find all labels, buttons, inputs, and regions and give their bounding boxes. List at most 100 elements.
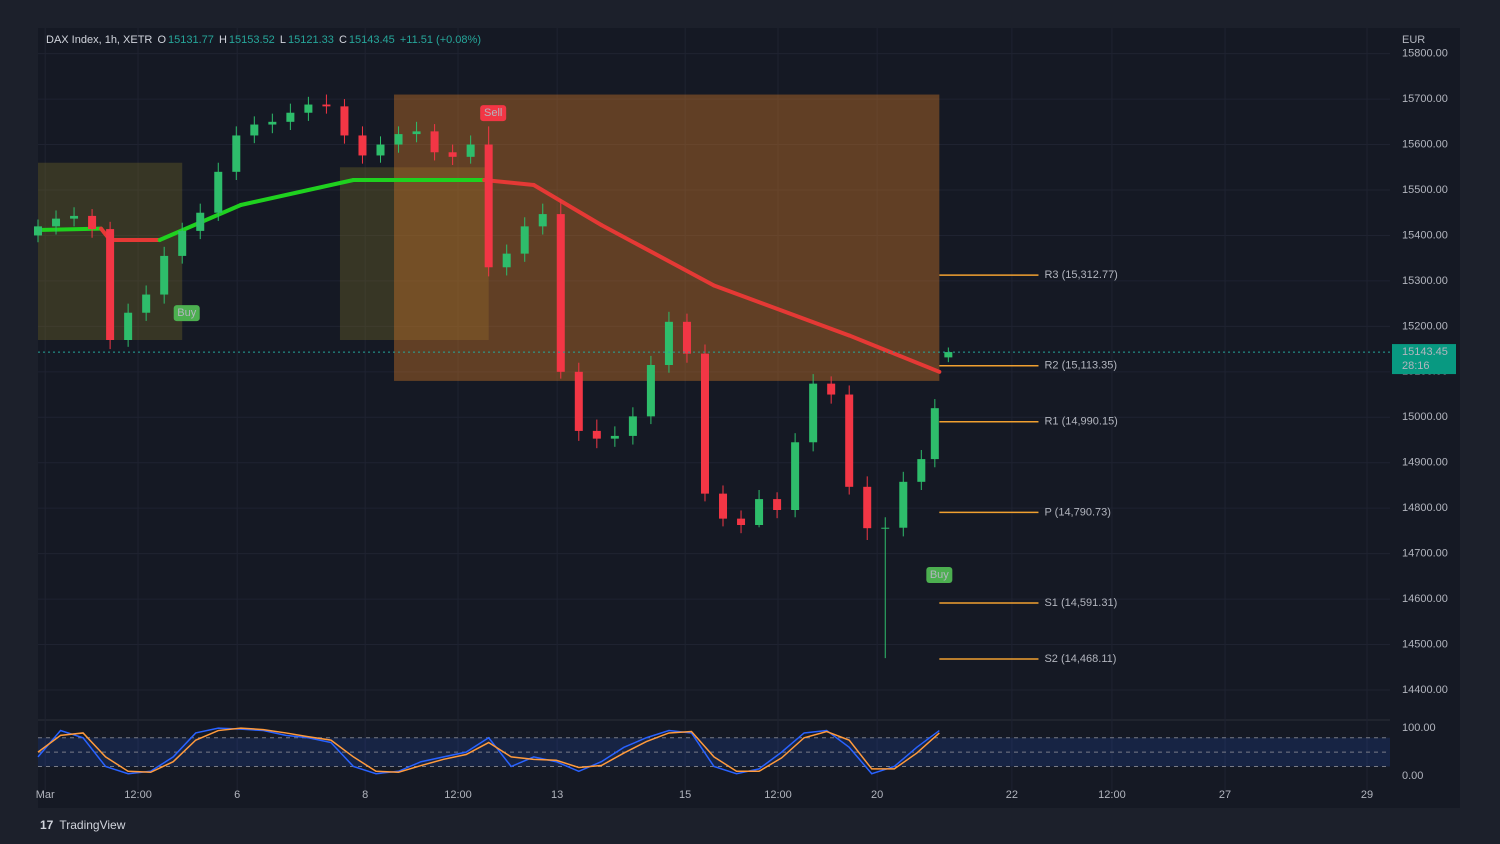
- y-tick-label: 14800.00: [1402, 502, 1448, 514]
- candle-body: [574, 371, 583, 431]
- candle-body: [412, 131, 421, 135]
- candle-body: [520, 226, 529, 254]
- candle-body: [930, 408, 939, 460]
- candle-body: [394, 134, 403, 145]
- x-tick-label: 13: [551, 789, 563, 801]
- ema-segment: [599, 223, 716, 288]
- candle-body: [944, 352, 953, 358]
- candle-body: [538, 214, 547, 227]
- y-tick-label: 15300.00: [1402, 275, 1448, 287]
- candle-body: [502, 253, 511, 268]
- zone: [339, 167, 489, 340]
- candle-body: [52, 218, 61, 227]
- candle-body: [809, 383, 818, 443]
- pivot-label: R3 (15,312.77): [1044, 269, 1117, 281]
- candle-body: [106, 229, 115, 340]
- candle-body: [755, 499, 764, 525]
- candle-body: [70, 215, 79, 219]
- x-tick-label: 15: [679, 789, 691, 801]
- candle-body: [160, 255, 169, 295]
- candle-body: [232, 135, 241, 172]
- y-tick-label: 14700.00: [1402, 548, 1448, 560]
- signal-badge: [926, 567, 953, 583]
- candle-body: [466, 144, 475, 157]
- y-tick-label: 15000.00: [1402, 411, 1448, 423]
- candle-body: [592, 430, 601, 439]
- ema-segment: [847, 333, 942, 374]
- y-tick-label: 15700.00: [1402, 93, 1448, 105]
- chart-panel: [38, 28, 1460, 808]
- candle-body: [304, 104, 313, 113]
- candle-body: [286, 112, 295, 122]
- signal-text: Buy: [930, 569, 949, 581]
- candle-body: [268, 121, 277, 125]
- candle-body: [178, 230, 187, 256]
- candle-body: [556, 214, 565, 372]
- candle-body: [682, 321, 691, 354]
- candle-body: [845, 394, 854, 487]
- candle-body: [322, 104, 331, 107]
- x-tick-label: 12:00: [764, 789, 792, 801]
- candle-body: [899, 481, 908, 528]
- oscillator-line: [37, 727, 940, 774]
- y-tick-label: 15600.00: [1402, 138, 1448, 150]
- candle-body: [484, 144, 493, 268]
- pivot-label: R1 (14,990.15): [1044, 416, 1117, 428]
- pivot-label: S2 (14,468.11): [1044, 653, 1116, 665]
- countdown: 28:16: [1402, 360, 1430, 372]
- currency: EUR: [1402, 34, 1425, 46]
- candle-body: [196, 212, 205, 231]
- symbol: DAX Index, 1h, XETR: [46, 34, 153, 46]
- candle-body: [34, 226, 42, 236]
- pivot-label: P (14,790.73): [1044, 506, 1110, 518]
- l-value: 15121.33: [288, 34, 334, 46]
- ema-segment: [531, 183, 604, 227]
- signal-text: Sell: [484, 107, 502, 119]
- x-tick-label: 12:00: [444, 789, 472, 801]
- candle-body: [881, 527, 890, 529]
- y-tick-label: 15400.00: [1402, 229, 1448, 241]
- candle-body: [358, 135, 367, 156]
- candle-body: [917, 459, 926, 482]
- ema-segment: [712, 283, 852, 338]
- candle-body: [340, 106, 349, 136]
- oscillator-line: [37, 727, 940, 775]
- candle-body: [700, 353, 709, 494]
- candle-body: [430, 131, 439, 153]
- candle-body: [664, 321, 673, 365]
- candle-body: [773, 499, 782, 510]
- y-tick-label: 100.00: [1402, 722, 1436, 734]
- pivot-label: S1 (14,591.31): [1044, 597, 1117, 609]
- ema-segment: [238, 178, 356, 207]
- candle-body: [863, 486, 872, 529]
- h-label: H: [218, 34, 227, 46]
- x-tick-label: 12:00: [124, 789, 152, 801]
- candle-body: [791, 442, 800, 510]
- signal-badge: [480, 105, 507, 122]
- candle-body: [646, 365, 655, 417]
- candle-body: [142, 294, 151, 313]
- y-tick-label: 14500.00: [1402, 638, 1448, 650]
- candle-body: [737, 518, 746, 525]
- y-tick-label: 14600.00: [1402, 593, 1448, 605]
- price-tag-label: 15143.45: [1402, 346, 1448, 358]
- candle-body: [88, 215, 97, 230]
- x-tick-label: 8: [362, 789, 368, 801]
- candle-body: [124, 312, 133, 340]
- x-tick-label: 27: [1219, 789, 1231, 801]
- candle-body: [250, 124, 259, 136]
- footer: 17 TradingView: [40, 818, 125, 832]
- y-tick-label: 14400.00: [1402, 684, 1448, 696]
- y-tick-label: 15200.00: [1402, 320, 1448, 332]
- y-tick-label: 15800.00: [1402, 48, 1448, 60]
- x-tick-label: 29: [1361, 789, 1373, 801]
- candle-body: [214, 171, 223, 213]
- x-tick-label: 20: [871, 789, 883, 801]
- x-tick-label: 22: [1006, 789, 1018, 801]
- candle-body: [610, 435, 619, 439]
- l-label: L: [279, 34, 286, 46]
- brand: TradingView: [59, 818, 126, 832]
- x-tick-label: Mar: [36, 789, 55, 801]
